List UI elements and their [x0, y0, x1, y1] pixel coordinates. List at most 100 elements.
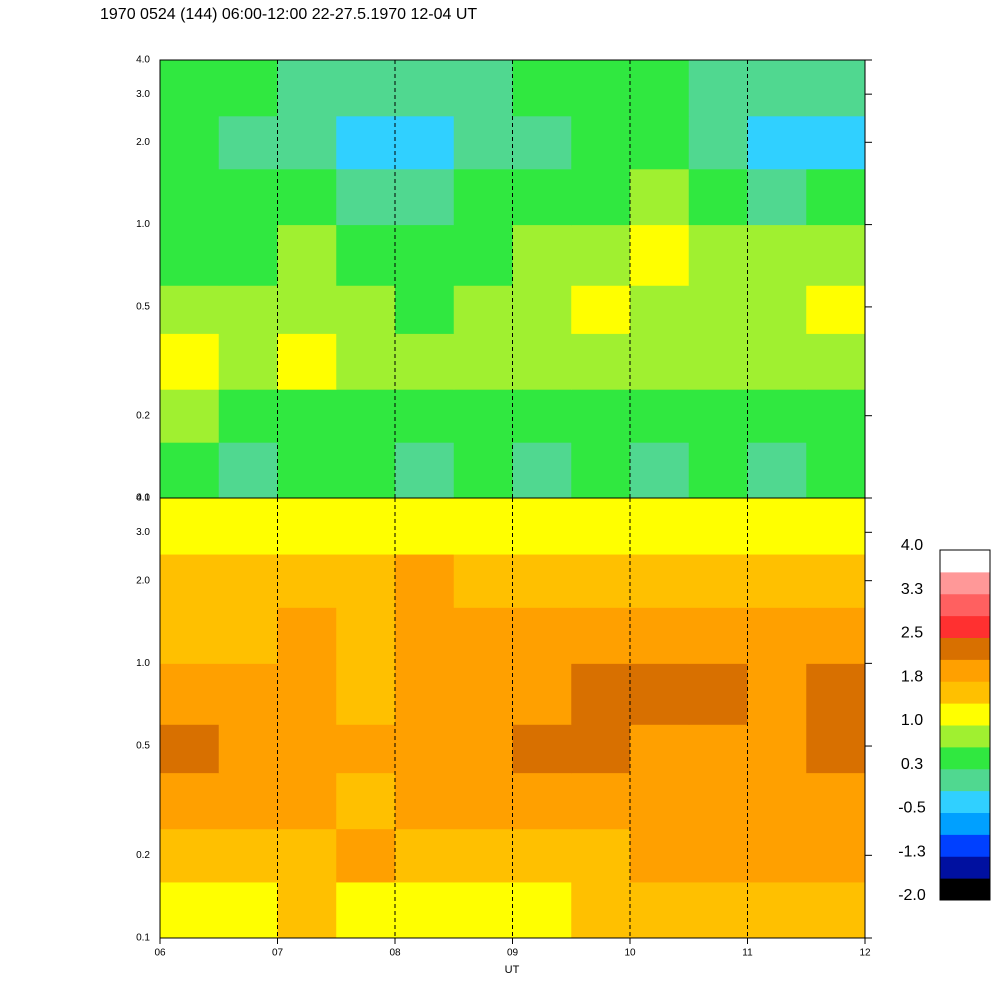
y-tick-label: 2.0 — [136, 137, 150, 148]
heatmap-cell — [806, 224, 866, 286]
heatmap-cell — [806, 115, 866, 170]
heatmap-cell — [747, 168, 807, 226]
heatmap-cell — [806, 663, 866, 725]
heatmap-cell — [512, 607, 572, 664]
heatmap-cell — [160, 724, 220, 774]
heatmap-cell — [688, 772, 748, 830]
heatmap-cell — [218, 724, 278, 774]
colorbar-swatch — [940, 703, 990, 726]
heatmap-cell — [688, 224, 748, 286]
heatmap-cell — [688, 881, 748, 939]
colorbar-tick-label: 4.0 — [901, 537, 923, 554]
y-tick-label: 1.0 — [136, 219, 150, 230]
x-axis-label: UT — [505, 964, 520, 976]
chart-title: 1970 0524 (144) 06:00-12:00 22-27.5.1970… — [100, 6, 477, 23]
heatmap-cell — [688, 333, 748, 390]
colorbar-swatch — [940, 615, 990, 638]
heatmap-cell — [571, 442, 631, 499]
heatmap-cell — [630, 115, 690, 170]
heatmap-cell — [688, 442, 748, 499]
heatmap-cell — [395, 498, 455, 555]
heatmap-cell — [336, 115, 396, 170]
heatmap-cell — [336, 224, 396, 286]
heatmap-cell — [512, 828, 572, 883]
heatmap-cell — [160, 607, 220, 664]
heatmap-cell — [277, 554, 337, 608]
heatmap-cell — [395, 724, 455, 774]
colorbar-swatch — [940, 571, 990, 595]
heatmap-cell — [336, 724, 396, 774]
heatmap-cell — [277, 333, 337, 390]
colorbar-tick-label: 2.5 — [901, 625, 923, 642]
heatmap-cell — [395, 333, 455, 390]
colorbar-tick-label: 3.3 — [901, 581, 923, 598]
heatmap-cell — [453, 724, 513, 774]
heatmap-cell — [160, 663, 220, 725]
y-tick-label: 1.0 — [136, 658, 150, 669]
x-tick-label: 11 — [742, 948, 753, 959]
colorbar-swatch — [940, 593, 990, 617]
heatmap-cell — [160, 115, 220, 170]
heatmap-cell — [218, 168, 278, 226]
heatmap-cell — [571, 663, 631, 725]
heatmap-cell — [806, 60, 866, 117]
heatmap-cell — [336, 333, 396, 390]
x-tick-label: 12 — [859, 948, 871, 959]
heatmap-cell — [453, 442, 513, 499]
x-tick-label: 08 — [389, 948, 401, 959]
heatmap-cell — [688, 60, 748, 117]
heatmap-cell — [160, 224, 220, 286]
colorbar-swatch — [940, 812, 990, 835]
y-tick-label: 0.2 — [136, 410, 150, 421]
heatmap-cell — [512, 115, 572, 170]
heatmap-cell — [571, 224, 631, 286]
heatmap-cell — [218, 115, 278, 170]
heatmap-cell — [630, 168, 690, 226]
heatmap-cell — [571, 285, 631, 334]
heatmap-cell — [806, 285, 866, 334]
heatmap-cell — [160, 168, 220, 226]
heatmap-cell — [160, 498, 220, 555]
x-tick-label: 09 — [507, 948, 519, 959]
heatmap-cell — [395, 828, 455, 883]
colorbar-swatch — [940, 834, 990, 857]
heatmap-cell — [277, 881, 337, 939]
heatmap-cell — [453, 498, 513, 555]
heatmap-cell — [512, 724, 572, 774]
heatmap-cell — [630, 442, 690, 499]
heatmap-cell — [747, 828, 807, 883]
heatmap-cell — [336, 772, 396, 830]
heatmap-cell — [395, 554, 455, 608]
heatmap-cell — [630, 333, 690, 390]
heatmap-cell — [747, 881, 807, 939]
heatmap-cell — [277, 224, 337, 286]
heatmap-cell — [630, 285, 690, 334]
heatmap-cell — [571, 333, 631, 390]
heatmap-cell — [277, 442, 337, 499]
colorbar-tick-label: -2.0 — [898, 887, 926, 904]
colorbar-swatch — [940, 550, 990, 573]
heatmap-cell — [747, 607, 807, 664]
x-tick-label: 06 — [154, 948, 166, 959]
y-tick-label: 0.5 — [136, 741, 150, 752]
heatmap-cell — [512, 60, 572, 117]
heatmap-cell — [395, 663, 455, 725]
heatmap-cell — [218, 663, 278, 725]
heatmap-cell — [571, 168, 631, 226]
x-tick-label: 07 — [272, 948, 284, 959]
heatmap-cell — [806, 828, 866, 883]
heatmap-cell — [512, 333, 572, 390]
heatmap-cell — [747, 389, 807, 443]
heatmap-cell — [688, 607, 748, 664]
heatmap-cell — [630, 224, 690, 286]
colorbar-tick-label: 1.0 — [901, 712, 923, 729]
heatmap-cell — [336, 828, 396, 883]
heatmap-cell — [806, 724, 866, 774]
heatmap-cell — [571, 881, 631, 939]
colorbar-swatch — [940, 637, 990, 660]
heatmap-cell — [336, 168, 396, 226]
heatmap-cell — [512, 389, 572, 443]
heatmap-cell — [512, 224, 572, 286]
heatmap-cell — [336, 881, 396, 939]
colorbar-swatch — [940, 746, 990, 770]
